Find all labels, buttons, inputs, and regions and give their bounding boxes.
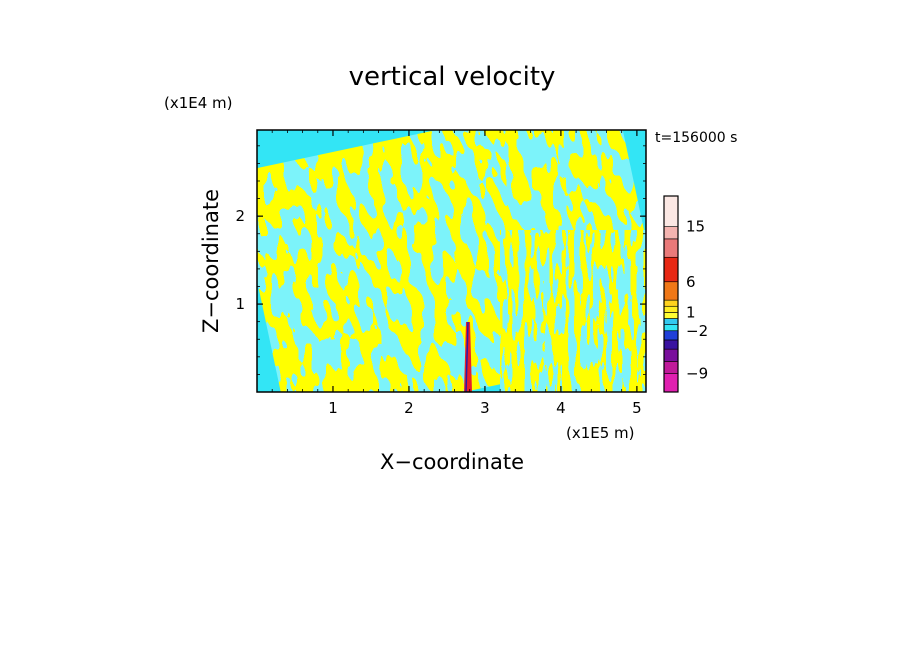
colorbar-swatch: [663, 330, 679, 341]
colorbar: 15 6 1−2 −9: [663, 195, 708, 393]
colorbar-swatch: [663, 305, 679, 313]
velocity-spike-negative: [465, 321, 469, 392]
x-tick-label: 1: [328, 399, 338, 417]
x-tick-label: 3: [480, 399, 490, 417]
y-tick-label: 2: [235, 207, 245, 225]
x-tick-label: 2: [404, 399, 414, 417]
y-axis-label: Z−coordinate: [199, 189, 223, 333]
colorbar-swatch: [663, 348, 679, 362]
colorbar-label: 6: [686, 273, 696, 291]
chart-title: vertical velocity: [349, 62, 556, 92]
colorbar-swatch: [663, 312, 679, 319]
colorbar-swatch: [663, 226, 679, 240]
x-axis-label: X−coordinate: [380, 450, 524, 474]
x-axis: 1 2 3 4 5: [271, 130, 642, 417]
colorbar-swatch: [663, 281, 679, 301]
time-label: t=156000 s: [655, 130, 737, 146]
velocity-field: [257, 130, 646, 392]
colorbar-swatch: [663, 361, 679, 374]
x-tick-label: 5: [632, 399, 642, 417]
colorbar-swatch: [663, 256, 679, 283]
colorbar-swatch: [663, 238, 679, 258]
colorbar-swatch: [663, 299, 679, 307]
colorbar-label: 15: [686, 218, 705, 236]
colorbar-swatch: [663, 373, 679, 393]
y-tick-label: 1: [235, 295, 245, 313]
y-axis: 12: [235, 145, 646, 375]
colorbar-label: 1: [686, 303, 696, 321]
plot-frame: [256, 129, 647, 393]
x-axis-unit: (x1E5 m): [566, 424, 635, 442]
colorbar-swatch: [663, 195, 679, 227]
colorbar-swatch: [663, 339, 679, 350]
colorbar-label: −9: [686, 365, 708, 383]
colorbar-label: −2: [686, 322, 708, 340]
x-tick-label: 4: [556, 399, 566, 417]
y-axis-unit: (x1E4 m): [164, 94, 233, 112]
colorbar-swatch: [663, 324, 679, 332]
colorbar-frame: [663, 195, 679, 393]
colorbar-swatch: [663, 318, 679, 325]
